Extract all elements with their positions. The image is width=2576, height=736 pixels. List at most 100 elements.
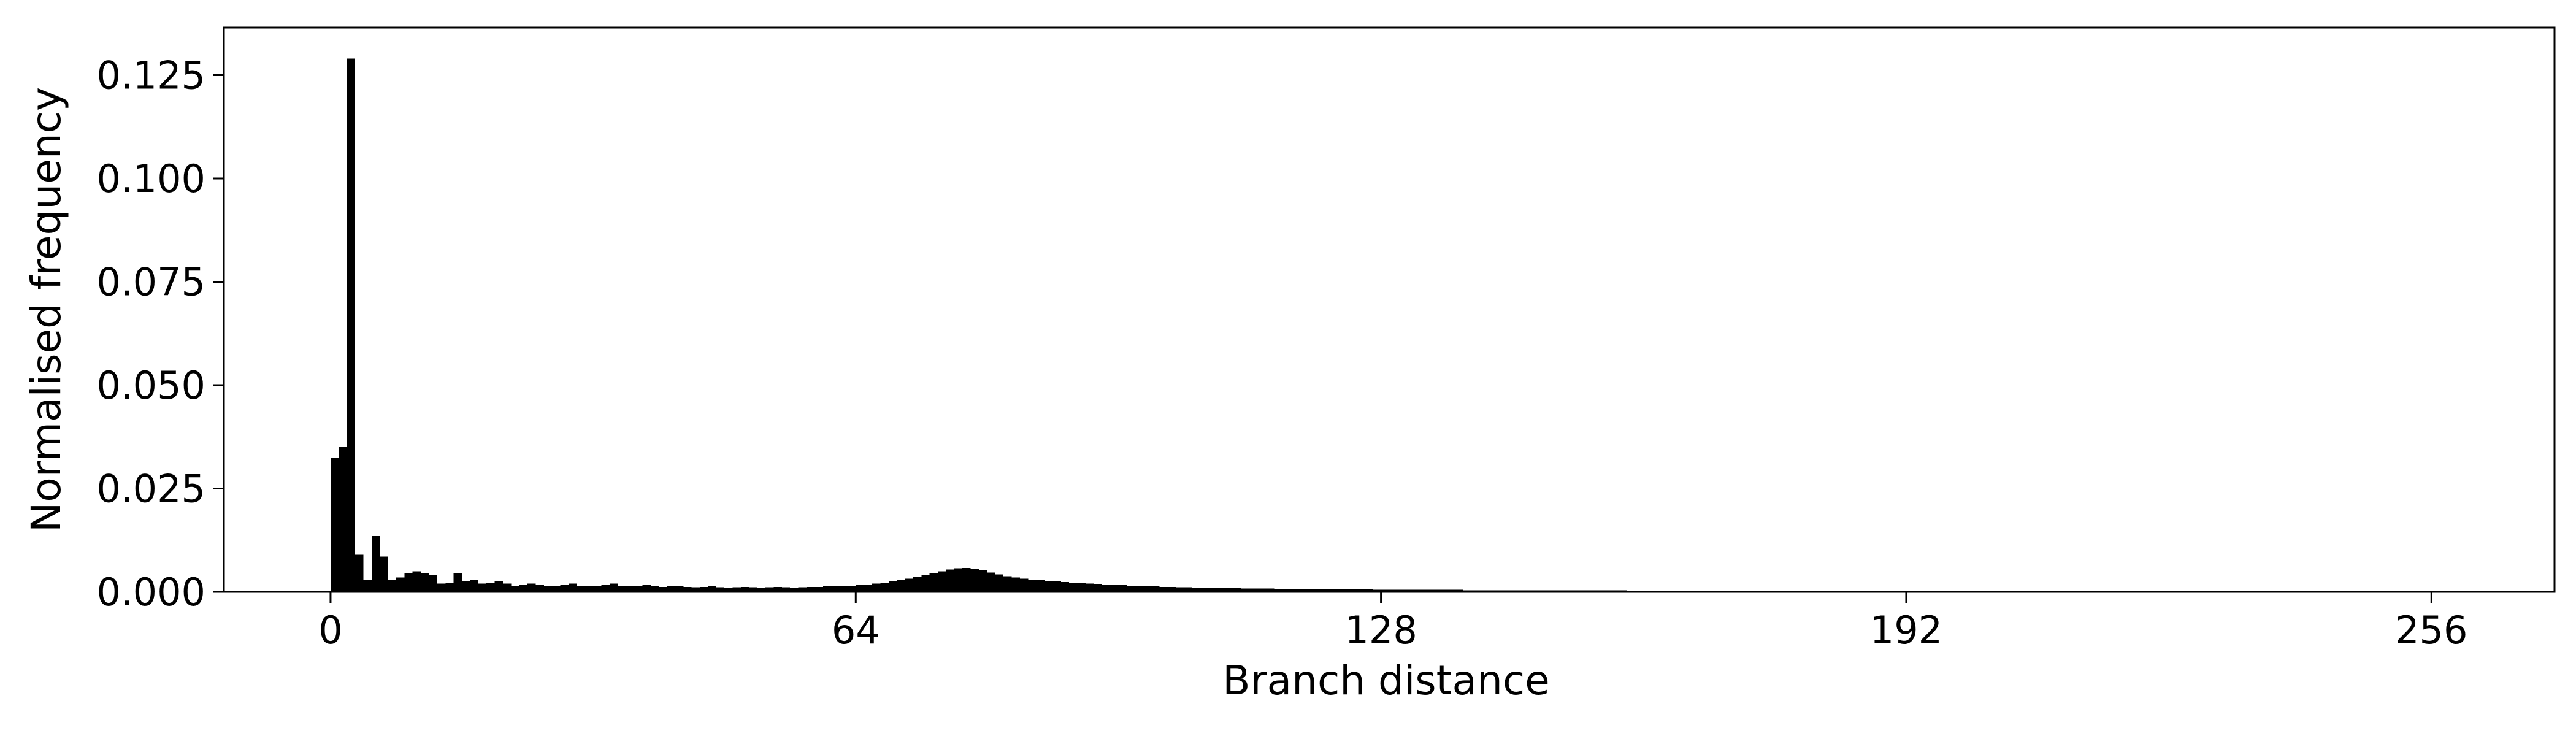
histogram-bar [404,573,413,592]
histogram-bar [962,567,971,592]
histogram-bar [626,586,635,592]
histogram-bar [462,581,470,592]
histogram-bar [978,570,987,592]
histogram-bar [585,586,594,592]
histogram-bar [798,587,807,592]
histogram-bar [511,585,519,592]
x-tick-label: 64 [832,608,880,653]
histogram-bar [1102,584,1111,592]
histogram-bar [1036,580,1045,592]
histogram-bar [494,581,503,592]
histogram-bar [355,554,364,592]
histogram-bar [856,585,864,592]
histogram-bar [1069,583,1078,592]
histogram-bar [339,446,347,592]
histogram-bar [1126,585,1135,592]
histogram-bar [913,577,922,592]
histogram-bar [1045,580,1053,592]
histogram-bar [1208,588,1217,592]
histogram-bar [453,573,462,592]
histogram-bar [535,584,544,592]
histogram-bar [1241,588,1250,592]
histogram-bar [642,585,651,592]
histogram-bar [1052,581,1061,592]
histogram-bar [445,583,454,592]
histogram-bar [716,587,725,592]
histogram-bar [568,583,577,592]
y-tick-label: 0.125 [97,53,206,98]
histogram-bar [888,581,897,592]
histogram-bar [1217,588,1225,592]
histogram-bar [1249,588,1258,592]
y-tick-label: 0.050 [97,363,206,408]
histogram-bar [1290,589,1299,592]
histogram-bar [831,586,840,592]
histogram-bar [1315,589,1324,592]
histogram-bar [1151,586,1160,592]
y-axis-ticks: 0.000 0.025 0.050 0.075 0.100 0.125 [97,53,224,615]
histogram-bar [1233,588,1242,592]
histogram-bar [700,586,708,592]
histogram-bar [773,586,782,592]
histogram-bar [347,58,356,592]
histogram-bar [552,585,561,592]
y-tick-label: 0.100 [97,156,206,201]
histogram-bar [995,574,1004,592]
histogram-bar [1364,589,1373,592]
histogram-bar [1332,589,1340,592]
histogram-bar [1011,577,1020,592]
histogram-bar [470,580,478,592]
histogram-bar [371,536,380,592]
histogram-bar [1167,586,1176,592]
histogram-bar [396,577,405,592]
histogram-bar [1282,589,1291,592]
histogram-bar [1356,589,1365,592]
histogram-bar [1225,588,1233,592]
x-tick-label: 256 [2395,608,2467,653]
x-tick-label: 192 [1870,608,1942,653]
histogram-bar [675,586,684,592]
histogram-bar [618,585,626,592]
histogram-bar [1455,589,1463,592]
histogram-bar [954,568,963,592]
x-axis-label: Branch distance [1222,657,1549,704]
histogram-bar [1323,589,1332,592]
histogram-bar [634,585,643,592]
histogram-bar [757,588,766,592]
histogram-bar [1135,586,1143,592]
histogram-bar [708,586,716,592]
histogram-bar [1348,589,1357,592]
histogram-bar [1414,589,1422,592]
histogram-bar [1118,585,1127,592]
histogram-bar [1060,581,1070,592]
histogram-bar [790,588,799,592]
histogram-bar [1430,589,1439,592]
y-tick-label: 0.075 [97,260,206,305]
histogram-bar [667,586,675,592]
histogram-bar [807,586,815,592]
histogram-bar [1340,589,1349,592]
histogram-bar [593,585,602,592]
histogram-bar [659,586,667,592]
histogram-bar [970,569,979,592]
histogram-bar [421,573,429,592]
x-axis-ticks: 0 64 128 192 256 [318,592,2467,653]
histogram-bar [502,583,512,592]
histogram-bar [1446,589,1455,592]
histogram-bar [732,587,741,592]
histogram-bar [1028,579,1037,592]
histogram-bar [839,586,848,592]
histogram-bar [380,556,388,592]
histogram-bar [740,586,749,592]
histogram-bar [921,575,930,592]
histogram-bar [822,586,832,592]
histogram-bar [1373,589,1381,592]
histogram-bar [1176,587,1184,592]
histogram-bar [1159,586,1168,592]
histogram-bar [650,586,659,592]
histogram-bar [1143,586,1151,592]
y-tick-label: 0.025 [97,467,206,512]
histogram-bar [938,571,946,592]
histogram-bar [1192,588,1201,592]
